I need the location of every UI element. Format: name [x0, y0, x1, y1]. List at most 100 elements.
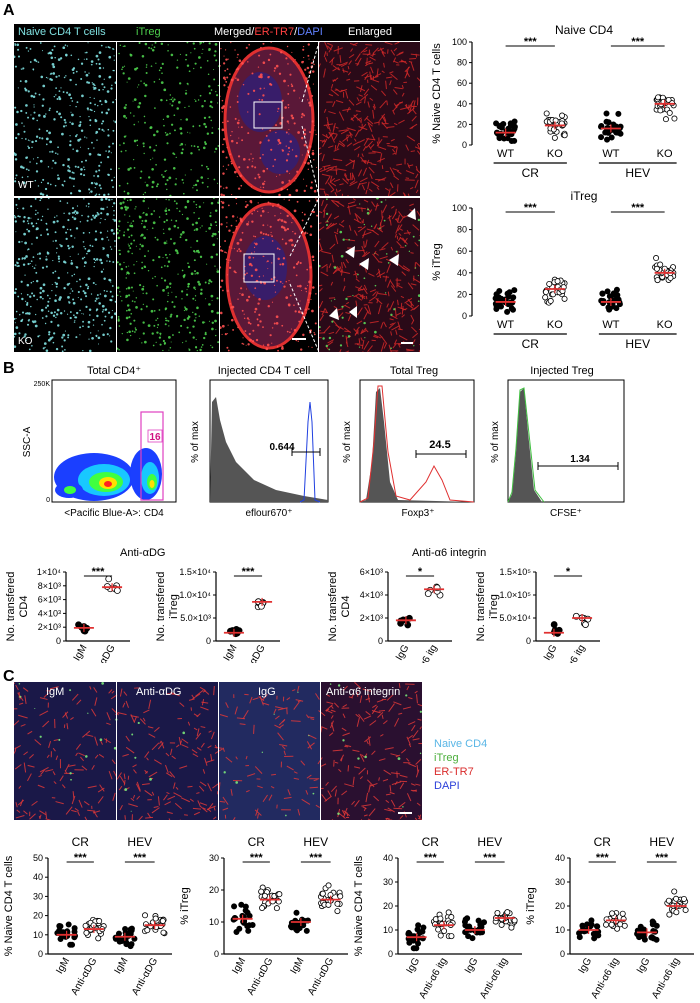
img-label-igm: IgM [46, 686, 65, 698]
data-point [337, 893, 344, 900]
x-tick-label: Anti-αDG [130, 956, 160, 997]
group-label: HEV [127, 835, 152, 849]
data-point [115, 930, 122, 937]
data-point [653, 265, 660, 272]
x-tick-label: Anti-αDG [237, 643, 267, 663]
gate-injected-cd4: 0.644 [269, 442, 294, 453]
svg-text:% of max: % of max [490, 421, 501, 463]
header-enlarged: Enlarged [348, 26, 393, 38]
y-tick-label: 40 [457, 268, 467, 278]
data-point [559, 112, 566, 119]
y-tick-label: 60 [457, 78, 467, 88]
x-tick-label: Anti-αDG [306, 956, 336, 997]
merged-wt-svg [220, 42, 318, 196]
data-point [82, 922, 89, 929]
data-point [615, 110, 622, 117]
flow-xlabel-cd4: <Pacific Blue-A>: CD4 [64, 508, 164, 519]
data-point [493, 120, 500, 127]
y-tick-label: 20 [457, 289, 467, 299]
micrograph-wt-itreg [117, 42, 219, 196]
data-point [244, 909, 251, 916]
data-point [276, 891, 283, 898]
y-tick-label: 0 [206, 636, 211, 646]
significance-label: *** [524, 202, 538, 214]
legend-naive: Naive CD4 [434, 738, 488, 750]
y-tick-label: 4×10³ [360, 590, 383, 600]
flow-ylabel-ssc: SSC-A [22, 426, 33, 457]
data-point [649, 918, 656, 925]
y-tick-label: 100 [452, 203, 467, 213]
group-label: CR [248, 835, 266, 849]
density-plot [54, 448, 162, 501]
flow-title-injected-treg: Injected Treg [530, 365, 594, 377]
chart-a-itreg: iTreg 0 20 40 60 80 100 % iTreg WT KO WT KO *** *** CR… [431, 189, 677, 351]
header-merged: Merged/ER-TR7/DAPI [214, 26, 323, 38]
significance-label: *** [74, 852, 88, 864]
data-point [682, 907, 689, 914]
y-tick-label: 40 [555, 853, 565, 863]
y-axis-label: No. transferedCD4 [327, 572, 352, 642]
hist-injected-cd4 [210, 397, 328, 502]
data-point [273, 905, 280, 912]
data-point [673, 895, 680, 902]
svg-text:eflour670⁺: eflour670⁺ [246, 508, 293, 519]
panel-c-micrographs: IgM Anti-αDG IgG Anti-α6 integrin [14, 682, 422, 820]
y-tick-label: 20 [555, 901, 565, 911]
data-point [424, 590, 432, 598]
data-point [334, 900, 341, 907]
data-point [603, 110, 610, 117]
y-tick-label: 6×10³ [360, 567, 383, 577]
x-tick-label: KO [657, 319, 673, 331]
data-point [411, 945, 418, 952]
data-point [602, 129, 609, 136]
data-point [448, 914, 455, 921]
data-point [604, 136, 611, 143]
significance-label: *** [92, 566, 106, 578]
x-tick-label: Anti-αDG [87, 643, 117, 663]
group-label: HEV [477, 835, 502, 849]
data-point [495, 294, 502, 301]
data-point [603, 921, 610, 928]
x-tick-label: IgM [230, 956, 248, 976]
data-point [671, 888, 678, 895]
y-tick-label: 10 [555, 925, 565, 935]
data-point [599, 290, 606, 297]
cd4-gate [140, 411, 164, 501]
data-point [608, 921, 615, 928]
data-point [498, 124, 505, 131]
significance-label: *** [250, 852, 264, 864]
y-tick-label: 30 [383, 877, 393, 887]
data-point [546, 280, 553, 287]
group-label: CR [522, 166, 540, 180]
data-point [508, 924, 515, 931]
chart-a-naive: Naive CD4 0 20 40 60 80 100 % Naive CD4 T cells… [431, 23, 678, 180]
data-point [469, 935, 476, 942]
x-tick-label: IgG [635, 956, 653, 976]
chart-title: iTreg [571, 189, 598, 203]
data-point [504, 308, 511, 315]
data-point [96, 918, 103, 925]
data-point [598, 134, 605, 141]
chart-A-naive: Naive CD4 0 20 40 60 80 100 % Naive CD4 T cells… [431, 23, 678, 180]
y-tick-label: 0 [388, 949, 393, 959]
y-tick-label: 6×10³ [38, 595, 61, 605]
legend-ertr7: ER-TR7 [434, 766, 474, 778]
img-label-igg: IgG [258, 686, 276, 698]
data-point [584, 921, 591, 928]
y-tick-label: 30 [555, 877, 565, 887]
data-point [334, 908, 341, 915]
chart-title: Naive CD4 [555, 23, 613, 37]
x-tick-label: IgM [222, 643, 240, 663]
y-tick-label: 20 [383, 901, 393, 911]
data-point [547, 297, 554, 304]
y-tick-label: 1.0×10⁴ [179, 590, 211, 600]
data-point [496, 288, 503, 295]
data-point [258, 602, 265, 610]
significance-label: *** [133, 852, 147, 864]
data-point [657, 107, 664, 114]
x-tick-label: Anti-α6 itg [408, 643, 440, 663]
data-point [604, 288, 611, 295]
y-axis-label: % iTreg [525, 887, 537, 925]
data-point [319, 890, 326, 897]
